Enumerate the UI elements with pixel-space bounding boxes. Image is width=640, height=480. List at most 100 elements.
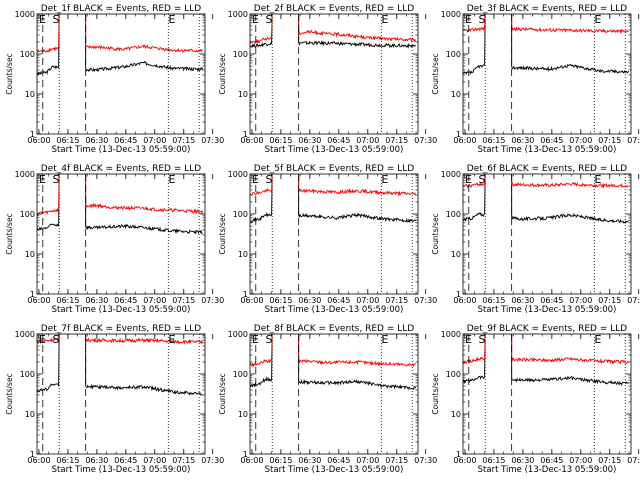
x-tick-label: 07:30 xyxy=(627,456,640,465)
y-tick-label: 10 xyxy=(238,90,248,99)
interval-marker: S xyxy=(52,173,59,186)
x-tick-label: 06:45 xyxy=(327,296,350,305)
y-tick-label: 1000 xyxy=(441,170,461,179)
interval-marker: E xyxy=(168,173,175,186)
x-tick-label: 06:45 xyxy=(114,296,137,305)
x-tick-label: 06:45 xyxy=(327,456,350,465)
interval-marker: E xyxy=(594,13,601,26)
data-series-group xyxy=(37,174,204,235)
x-tick-label: 06:00 xyxy=(27,456,50,465)
chart-title: Det_6f BLACK = Events, RED = LLD xyxy=(467,164,627,174)
data-series-group xyxy=(250,14,417,49)
x-tick-label: 06:30 xyxy=(511,456,534,465)
x-tick-label: 07:30 xyxy=(414,296,437,305)
y-axis-label: Counts/sec xyxy=(431,53,440,94)
y-tick-label: 10 xyxy=(25,90,35,99)
x-tick-label: 07:00 xyxy=(569,136,592,145)
y-tick-label: 100 xyxy=(20,210,35,219)
interval-marker: E xyxy=(39,173,46,186)
x-tick-label: 06:30 xyxy=(511,296,534,305)
y-axis-label: Counts/sec xyxy=(431,213,440,254)
plot-frame xyxy=(36,173,206,295)
plot-frame xyxy=(249,333,419,455)
y-tick-label: 10 xyxy=(238,250,248,259)
x-tick-label: 06:00 xyxy=(240,296,263,305)
chart-title: Det_2f BLACK = Events, RED = LLD xyxy=(254,4,414,14)
y-tick-label: 100 xyxy=(233,210,248,219)
x-tick-label: 06:45 xyxy=(540,296,563,305)
y-tick-label: 1 xyxy=(243,290,248,299)
x-tick-label: 07:15 xyxy=(385,136,408,145)
x-axis-label: Start Time (13-Dec-13 05:59:00) xyxy=(265,145,404,155)
chart-title: Det_1f BLACK = Events, RED = LLD xyxy=(41,4,201,14)
x-tick-label: 07:15 xyxy=(385,296,408,305)
data-series-group xyxy=(463,174,629,224)
y-tick-label: 1000 xyxy=(15,330,35,339)
y-axis-label: Counts/sec xyxy=(431,373,440,414)
x-tick-label: 06:30 xyxy=(85,136,108,145)
x-tick-label: 06:45 xyxy=(540,136,563,145)
plot-frame xyxy=(462,333,632,455)
interval-marker: E xyxy=(381,13,388,26)
x-axis-label: Start Time (13-Dec-13 05:59:00) xyxy=(52,465,191,475)
plot-frame xyxy=(249,173,419,295)
y-tick-label: 1000 xyxy=(228,330,248,339)
y-axis-label: Counts/sec xyxy=(5,53,14,94)
interval-marker: S xyxy=(478,333,485,346)
series-line-events xyxy=(463,14,629,75)
series-line-lld xyxy=(463,334,629,365)
y-tick-label: 1000 xyxy=(15,10,35,19)
y-tick-label: 1 xyxy=(243,130,248,139)
x-tick-label: 07:15 xyxy=(385,456,408,465)
interval-marker: E xyxy=(168,333,175,346)
series-line-events xyxy=(37,14,204,76)
x-tick-label: 06:15 xyxy=(56,296,79,305)
x-tick-label: 07:30 xyxy=(414,456,437,465)
x-tick-label: 07:00 xyxy=(356,456,379,465)
x-tick-label: 07:00 xyxy=(143,296,166,305)
interval-marker: E xyxy=(168,13,175,26)
x-tick-label: 07:30 xyxy=(201,296,224,305)
y-tick-label: 1000 xyxy=(228,10,248,19)
x-axis-label: Start Time (13-Dec-13 05:59:00) xyxy=(265,305,404,315)
x-tick-label: 07:30 xyxy=(201,136,224,145)
plot-frame xyxy=(36,13,206,135)
series-line-lld xyxy=(37,174,204,216)
plot-frame xyxy=(249,13,419,135)
interval-marker: E xyxy=(465,13,472,26)
y-tick-label: 1 xyxy=(30,290,35,299)
x-tick-label: 06:30 xyxy=(85,296,108,305)
x-tick-label: 07:15 xyxy=(598,456,621,465)
y-tick-label: 100 xyxy=(446,210,461,219)
y-tick-label: 1 xyxy=(30,130,35,139)
y-tick-label: 10 xyxy=(238,410,248,419)
interval-marker: E xyxy=(465,333,472,346)
series-line-lld xyxy=(463,174,629,189)
chart-title: Det_9f BLACK = Events, RED = LLD xyxy=(467,324,627,334)
x-tick-label: 07:00 xyxy=(143,136,166,145)
data-series-group xyxy=(37,334,204,396)
series-line-events xyxy=(250,334,417,391)
x-tick-label: 07:30 xyxy=(201,456,224,465)
data-series-group xyxy=(463,14,629,75)
series-line-lld xyxy=(250,334,416,368)
series-line-events xyxy=(250,174,416,224)
interval-marker: S xyxy=(52,13,59,26)
series-line-events xyxy=(37,334,203,396)
x-axis-label: Start Time (13-Dec-13 05:59:00) xyxy=(52,305,191,315)
y-tick-label: 100 xyxy=(446,370,461,379)
x-tick-label: 06:15 xyxy=(482,136,505,145)
data-series-group xyxy=(463,334,629,386)
interval-marker: E xyxy=(594,333,601,346)
x-tick-label: 07:30 xyxy=(627,296,640,305)
chart-title: Det_5f BLACK = Events, RED = LLD xyxy=(254,164,414,174)
x-tick-label: 06:00 xyxy=(453,136,476,145)
x-tick-label: 06:00 xyxy=(240,136,263,145)
interval-marker: E xyxy=(39,13,46,26)
series-line-lld xyxy=(37,14,203,53)
